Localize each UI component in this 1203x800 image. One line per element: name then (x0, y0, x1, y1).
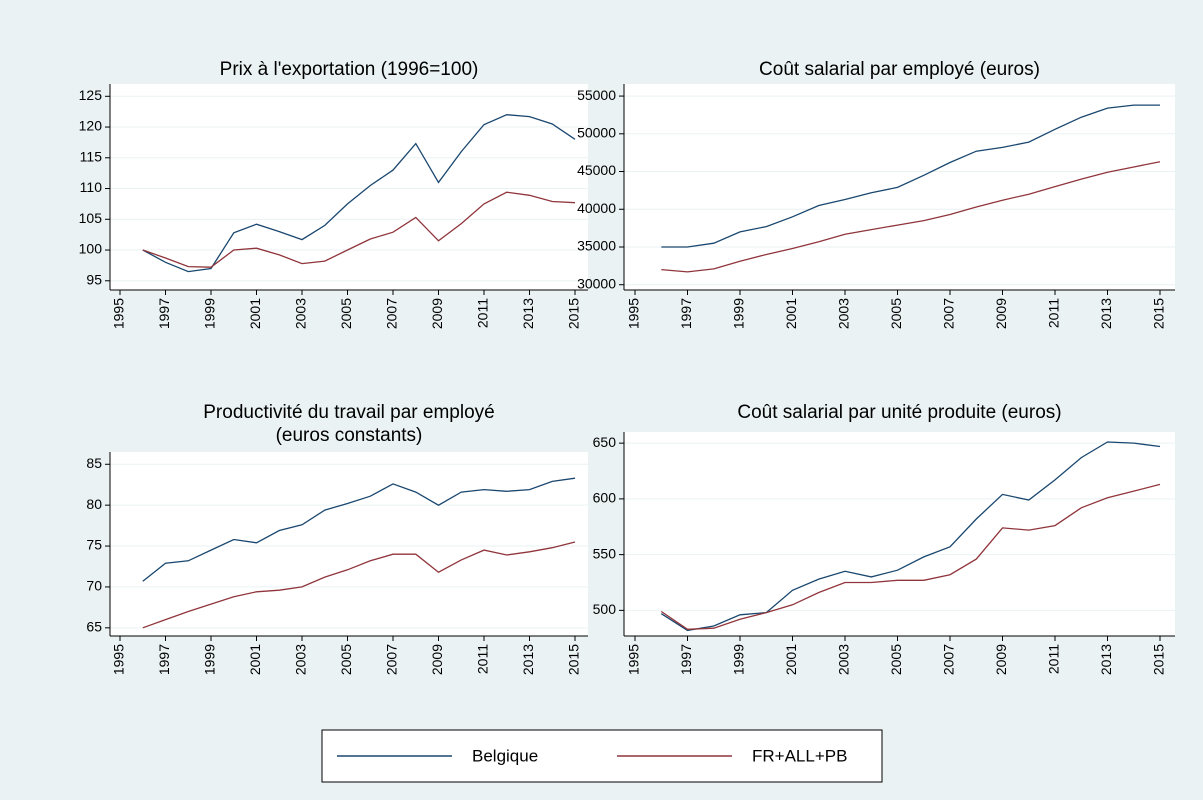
x-tick-label: 2003 (836, 298, 852, 329)
x-tick-label: 2013 (1098, 644, 1114, 675)
y-tick-label: 500 (593, 601, 617, 617)
y-tick-label: 85 (86, 455, 102, 471)
x-tick-label: 1995 (626, 644, 642, 675)
y-tick-label: 120 (79, 118, 103, 134)
plot-area (110, 84, 588, 290)
x-tick-label: 2007 (941, 298, 957, 329)
x-tick-label: 2007 (384, 644, 400, 675)
x-tick-label: 2011 (475, 298, 491, 328)
series-line (661, 104, 1160, 248)
x-tick-label: 2015 (566, 298, 582, 329)
x-tick-label: 1995 (626, 298, 642, 329)
y-tick-label: 40000 (577, 200, 616, 216)
legend-label: FR+ALL+PB (752, 746, 847, 765)
y-tick-label: 110 (80, 179, 103, 195)
y-tick-label: 550 (593, 545, 617, 561)
x-tick-label: 2015 (1151, 298, 1167, 329)
x-tick-label: 1997 (156, 298, 172, 329)
y-tick-label: 30000 (577, 275, 616, 291)
legend-label: Belgique (472, 746, 538, 765)
x-tick-label: 1999 (731, 298, 747, 329)
y-tick-label: 75 (86, 537, 102, 553)
x-tick-label: 1997 (156, 644, 172, 675)
y-tick-label: 70 (86, 578, 102, 594)
x-tick-label: 2009 (993, 644, 1009, 675)
x-tick-label: 1995 (111, 298, 127, 329)
x-tick-label: 2003 (293, 298, 309, 329)
chart-title: Prix à l'exportation (1996=100) (220, 59, 479, 80)
series-line (142, 477, 576, 582)
y-tick-label: 95 (86, 271, 102, 287)
x-tick-label: 2005 (338, 298, 354, 329)
x-tick-label: 2001 (247, 644, 263, 675)
x-tick-label: 2011 (1046, 644, 1062, 674)
y-tick-label: 45000 (577, 162, 616, 178)
series-line (660, 483, 1161, 630)
chart-title: Productivité du travail par employé (203, 402, 494, 423)
x-tick-label: 1997 (678, 298, 694, 329)
y-tick-label: 105 (79, 210, 103, 226)
y-tick-label: 55000 (577, 87, 616, 103)
x-tick-label: 2001 (783, 644, 799, 675)
x-tick-label: 2005 (338, 644, 354, 675)
x-tick-label: 2013 (1098, 298, 1114, 329)
y-tick-label: 50000 (577, 125, 616, 141)
y-tick-label: 35000 (577, 238, 616, 254)
x-tick-label: 1995 (111, 644, 127, 675)
x-tick-label: 2009 (993, 298, 1009, 329)
y-tick-label: 80 (86, 496, 102, 512)
x-tick-label: 2003 (293, 644, 309, 675)
x-tick-label: 2005 (888, 644, 904, 675)
chart-title: (euros constants) (276, 425, 423, 446)
y-tick-label: 115 (80, 148, 103, 164)
y-tick-label: 600 (593, 490, 617, 506)
x-tick-label: 2015 (1151, 644, 1167, 675)
chart-title: Coût salarial par unité produite (euros) (737, 402, 1061, 423)
series-line (661, 161, 1161, 273)
x-tick-label: 1999 (202, 644, 218, 675)
series-line (142, 191, 576, 268)
y-tick-label: 100 (79, 241, 103, 257)
x-tick-label: 2013 (520, 644, 536, 675)
y-tick-label: 65 (86, 619, 102, 635)
x-tick-label: 2015 (566, 644, 582, 675)
x-tick-label: 2007 (941, 644, 957, 675)
x-tick-label: 2011 (475, 644, 491, 674)
x-tick-label: 2005 (888, 298, 904, 329)
x-tick-label: 1999 (731, 644, 747, 675)
plot-area (624, 432, 1175, 636)
y-tick-label: 125 (79, 87, 103, 103)
x-tick-label: 2007 (384, 298, 400, 329)
series-line (660, 441, 1161, 632)
series-line (142, 114, 576, 273)
x-tick-label: 2013 (520, 298, 536, 329)
chart-title: Coût salarial par employé (euros) (759, 59, 1040, 80)
x-tick-label: 2003 (836, 644, 852, 675)
x-tick-label: 2011 (1046, 298, 1062, 328)
x-tick-label: 2001 (247, 298, 263, 329)
x-tick-label: 1999 (202, 298, 218, 329)
x-tick-label: 2009 (429, 298, 445, 329)
x-tick-label: 1997 (678, 644, 694, 675)
x-tick-label: 2001 (783, 298, 799, 329)
plot-area (110, 452, 588, 636)
y-tick-label: 650 (593, 434, 617, 450)
series-line (142, 541, 576, 629)
x-tick-label: 2009 (429, 644, 445, 675)
